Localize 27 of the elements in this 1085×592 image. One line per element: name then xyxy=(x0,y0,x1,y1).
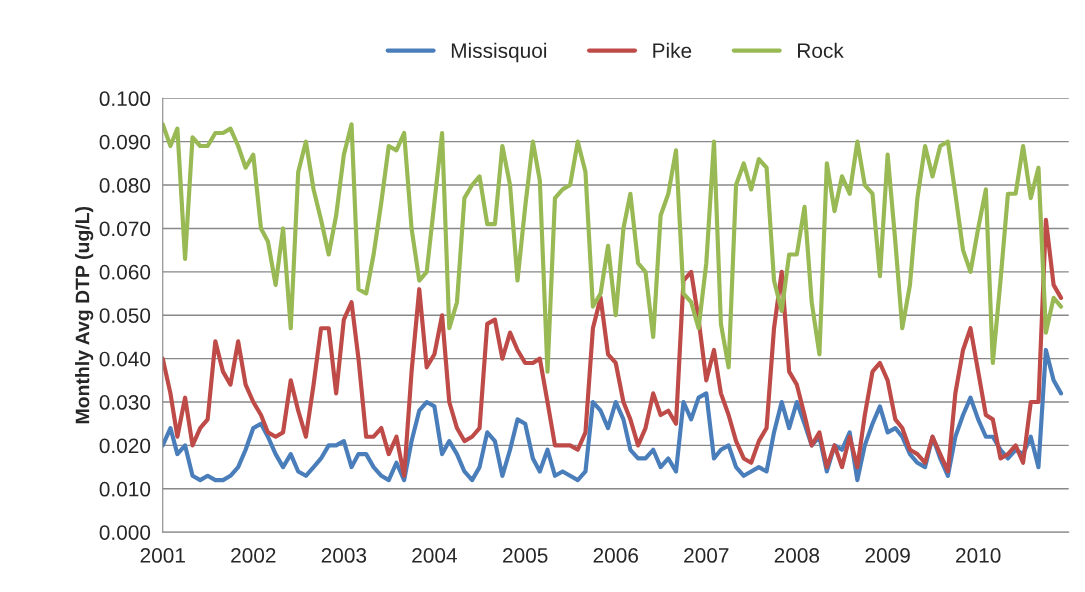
x-tick-label: 2007 xyxy=(684,548,729,563)
x-tick-label: 2008 xyxy=(774,548,820,563)
x-tick-label: 2009 xyxy=(865,548,910,563)
y-tick-label: 0.050 xyxy=(99,308,151,323)
y-tick-label: 0.090 xyxy=(99,134,151,150)
legend-label: Pike xyxy=(653,42,692,59)
x-tick-label: 2004 xyxy=(412,548,457,563)
x-tick-label: 2006 xyxy=(593,548,638,563)
line-series xyxy=(162,122,1064,374)
y-tick-label: 0.060 xyxy=(99,264,151,280)
y-tick-label: 0.000 xyxy=(99,525,151,540)
x-tick-label: 2005 xyxy=(503,548,548,563)
y-tick-label: 0.080 xyxy=(99,178,151,193)
x-tick-label: 2003 xyxy=(321,548,367,563)
y-tick-label: 0.100 xyxy=(99,91,151,107)
legend-label: Missisquoi xyxy=(451,42,547,63)
x-tick-label: 2002 xyxy=(231,548,276,563)
line-series xyxy=(162,217,1064,478)
y-tick-label: 0.020 xyxy=(99,438,151,454)
y-axis-title: Monthly Avg DTP (ug/L) xyxy=(75,206,94,424)
y-tick-label: 0.070 xyxy=(99,221,151,237)
y-tick-label: 0.010 xyxy=(99,481,151,497)
legend-label: Rock xyxy=(798,42,844,59)
x-tick-label: 2001 xyxy=(140,548,185,563)
x-tick-label: 2010 xyxy=(956,548,1001,563)
y-tick-label: 0.030 xyxy=(99,395,151,410)
y-tick-label: 0.040 xyxy=(99,351,151,367)
